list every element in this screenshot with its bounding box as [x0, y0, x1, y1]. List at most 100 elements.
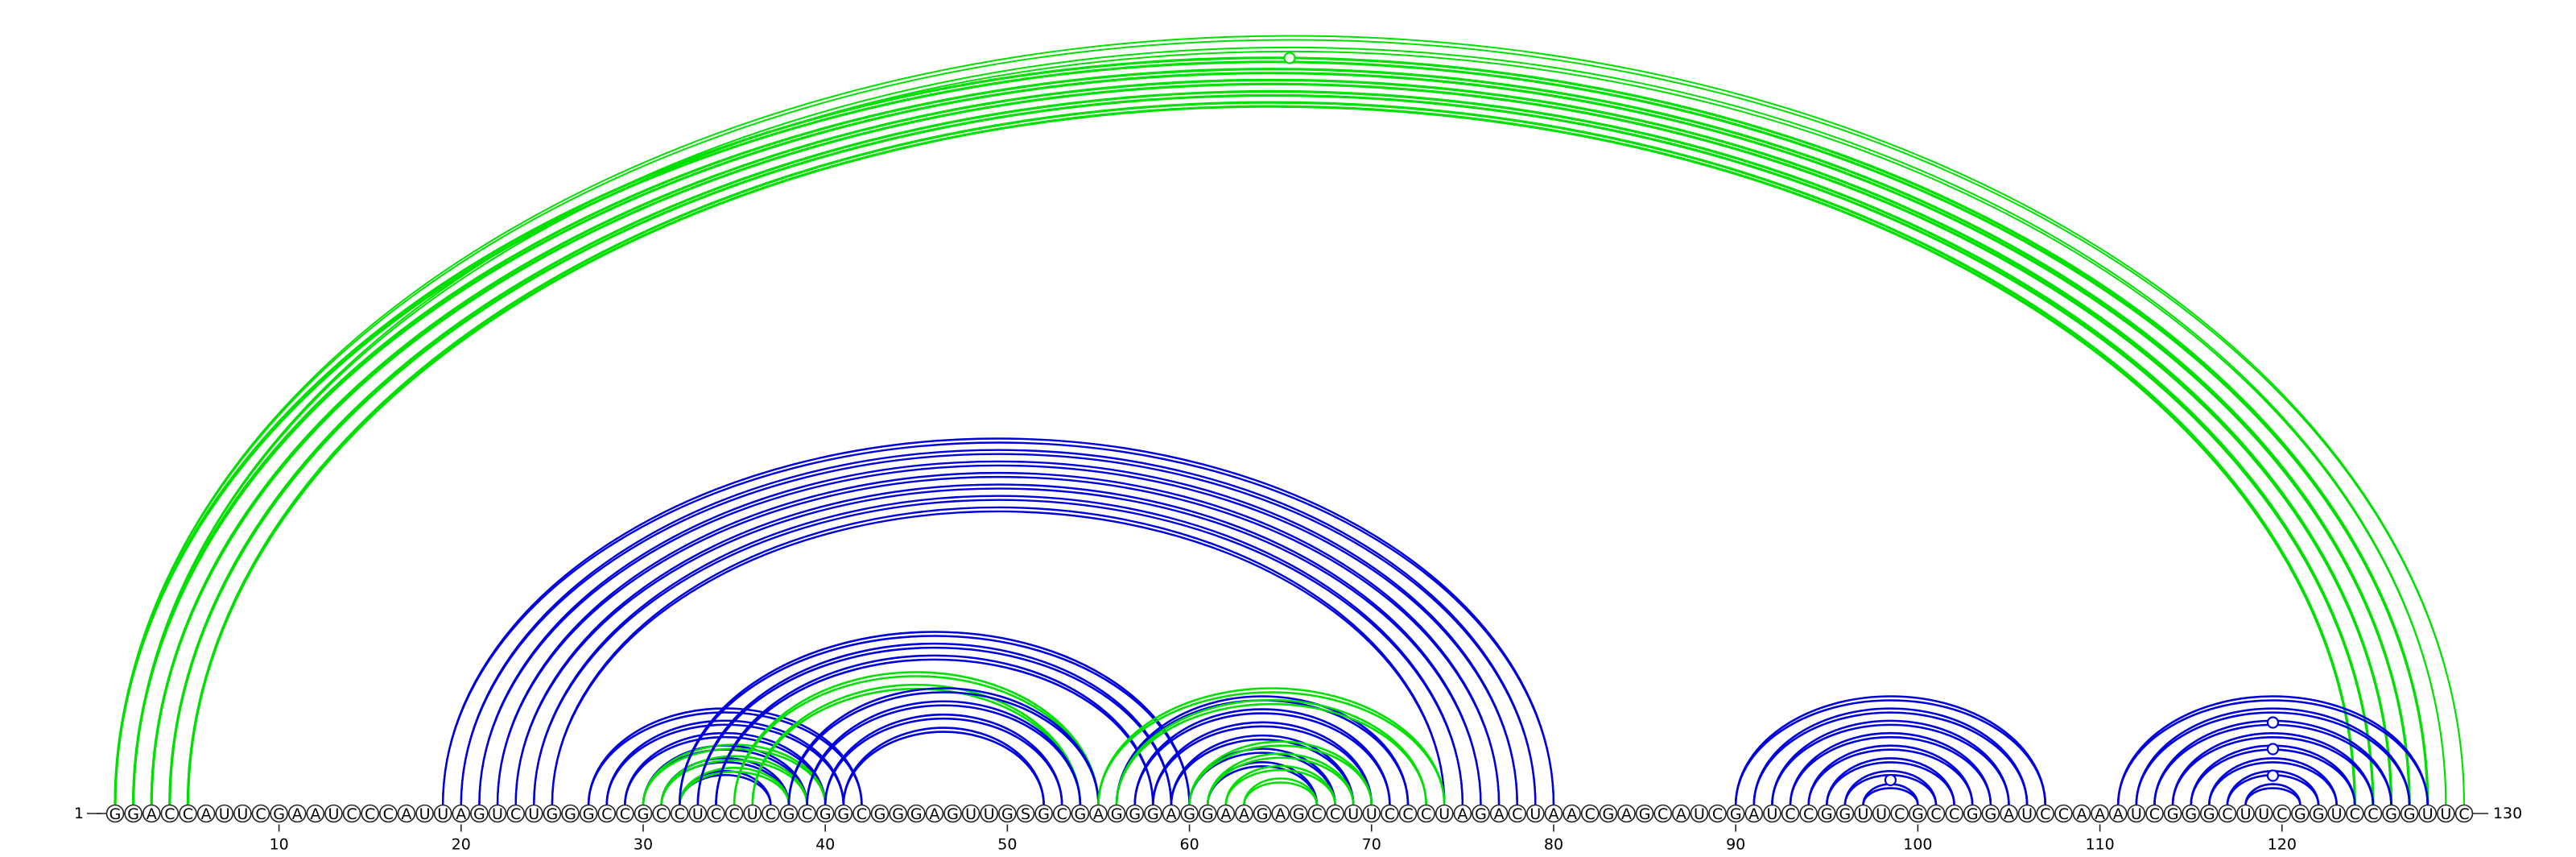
nucleotide: U: [2127, 804, 2146, 823]
nucleotide: C: [597, 804, 617, 823]
nucleotide: C: [2054, 804, 2073, 823]
base-pair-arc: [1188, 751, 1336, 805]
nucleotide: A: [1672, 804, 1690, 823]
base-pair-arc: [1734, 699, 2047, 805]
nucleotide-circle: [1963, 804, 1982, 823]
nucleotide-letter: U: [1530, 805, 1541, 823]
nucleotide-letter: A: [1275, 805, 1286, 823]
nucleotide-circle: [906, 804, 926, 823]
nucleotide: U: [2327, 804, 2346, 823]
nucleotide-circle: [2054, 804, 2073, 823]
nucleotide-circle: [397, 804, 416, 823]
nucleotide: A: [287, 804, 307, 823]
base-pair-arc: [842, 727, 1045, 805]
nucleotide-circle: [1672, 804, 1690, 823]
nucleotide-circle: [2182, 804, 2200, 823]
nucleotide-circle: [1617, 804, 1636, 823]
nucleotide-letter: C: [346, 805, 357, 823]
base-pair-arc: [787, 691, 1100, 805]
nucleotide: A: [1617, 804, 1636, 823]
nucleotide-letter: G: [2294, 805, 2306, 823]
nucleotide: G: [889, 804, 907, 823]
nucleotide: G: [779, 804, 799, 823]
nucleotide-letter: U: [2131, 805, 2142, 823]
base-pair-arc: [114, 35, 2465, 805]
nucleotide-letter: U: [692, 805, 704, 823]
nucleotide-letter: G: [874, 805, 886, 823]
nucleotide-circle: [2382, 804, 2401, 823]
tick-label: 80: [1544, 836, 1563, 854]
nucleotide-letter: A: [1748, 805, 1759, 823]
nucleotide-letter: G: [1038, 805, 1050, 823]
nucleotide-letter: G: [1475, 805, 1487, 823]
nucleotide-circle: [2091, 804, 2109, 823]
nucleotide-circle: [1799, 804, 1818, 823]
nucleotide-circle: [834, 804, 853, 823]
nucleotide-circle: [1508, 804, 1527, 823]
nucleotide: U: [1690, 804, 1709, 823]
nucleotide-circle: [597, 804, 617, 823]
base-pair-arc: [1789, 735, 1992, 805]
base-pair-arc: [441, 441, 1555, 805]
base-pair-arc: [1206, 752, 1355, 805]
nucleotide: C: [652, 804, 671, 823]
nucleotide-letter: A: [1494, 805, 1505, 823]
base-pair-arc: [1752, 711, 2029, 805]
nucleotide-letter: U: [747, 805, 758, 823]
nucleotide: G: [815, 804, 835, 823]
nucleotide: A: [2072, 804, 2091, 823]
nucleotide: C: [1945, 804, 1963, 823]
nucleotide-letter: G: [2167, 805, 2179, 823]
base-pair-arc: [1115, 695, 1410, 805]
nucleotide-letter: G: [783, 805, 795, 823]
nucleotide: C: [1890, 804, 1909, 823]
base-pair-arc: [660, 755, 808, 805]
base-pair-arc: [824, 717, 1063, 805]
base-pair-arc: [751, 683, 1082, 805]
base-pair-arc: [114, 60, 2429, 805]
nucleotide-circle: [433, 804, 452, 823]
base-pair-arc: [1752, 707, 2029, 805]
nucleotide-circle: [1125, 804, 1145, 823]
nucleotide-letter: U: [1348, 805, 1359, 823]
nucleotide-letter: C: [2458, 805, 2469, 823]
nucleotide: U: [1344, 804, 1363, 823]
base-pair-arc: [2116, 695, 2429, 805]
base-pair-arc: [1734, 695, 2047, 805]
base-pair-arc: [478, 460, 1518, 805]
nucleotide: G: [870, 804, 890, 823]
base-pair-arc: [2244, 787, 2301, 805]
nucleotide: U: [2254, 804, 2273, 823]
nucleotide-letter: C: [2040, 805, 2050, 823]
nucleotide: U: [1763, 804, 1781, 823]
nucleotide-letter: U: [437, 805, 448, 823]
tick-label: 40: [815, 836, 835, 854]
nucleotide: A: [306, 804, 325, 823]
nucleotide: C: [2036, 804, 2055, 823]
nucleotide: G: [579, 804, 598, 823]
nucleotide-letter: C: [1402, 805, 1413, 823]
nucleotide: U: [1362, 804, 1381, 823]
nucleotide-letter: C: [1385, 805, 1395, 823]
base-pair-arc: [514, 483, 1482, 805]
nucleotide-letter: U: [1439, 805, 1450, 823]
base-pair-arc: [678, 635, 1191, 805]
nucleotide: A: [1563, 804, 1581, 823]
nucleotide-circle: [2000, 804, 2018, 823]
base-pair-arc: [1825, 761, 1955, 805]
nucleotide-circle: [1580, 804, 1600, 823]
nucleotide-letter: G: [2203, 805, 2215, 823]
nucleotide-letter: C: [2368, 805, 2378, 823]
nucleotide-letter: A: [147, 805, 157, 823]
nucleotide: C: [670, 804, 689, 823]
nucleotide: G: [1909, 804, 1927, 823]
nucleotide-circle: [634, 804, 653, 823]
nucleotide-letter: S: [1021, 805, 1030, 823]
base-pair-arc: [496, 471, 1501, 805]
nucleotide-circle: [2291, 804, 2310, 823]
nucleotide-circle: [2036, 804, 2055, 823]
nucleotide-circle: [1472, 804, 1490, 823]
nucleotide-letter: A: [1239, 805, 1249, 823]
nucleotide-circle: [616, 804, 634, 823]
nucleotide: C: [1781, 804, 1800, 823]
